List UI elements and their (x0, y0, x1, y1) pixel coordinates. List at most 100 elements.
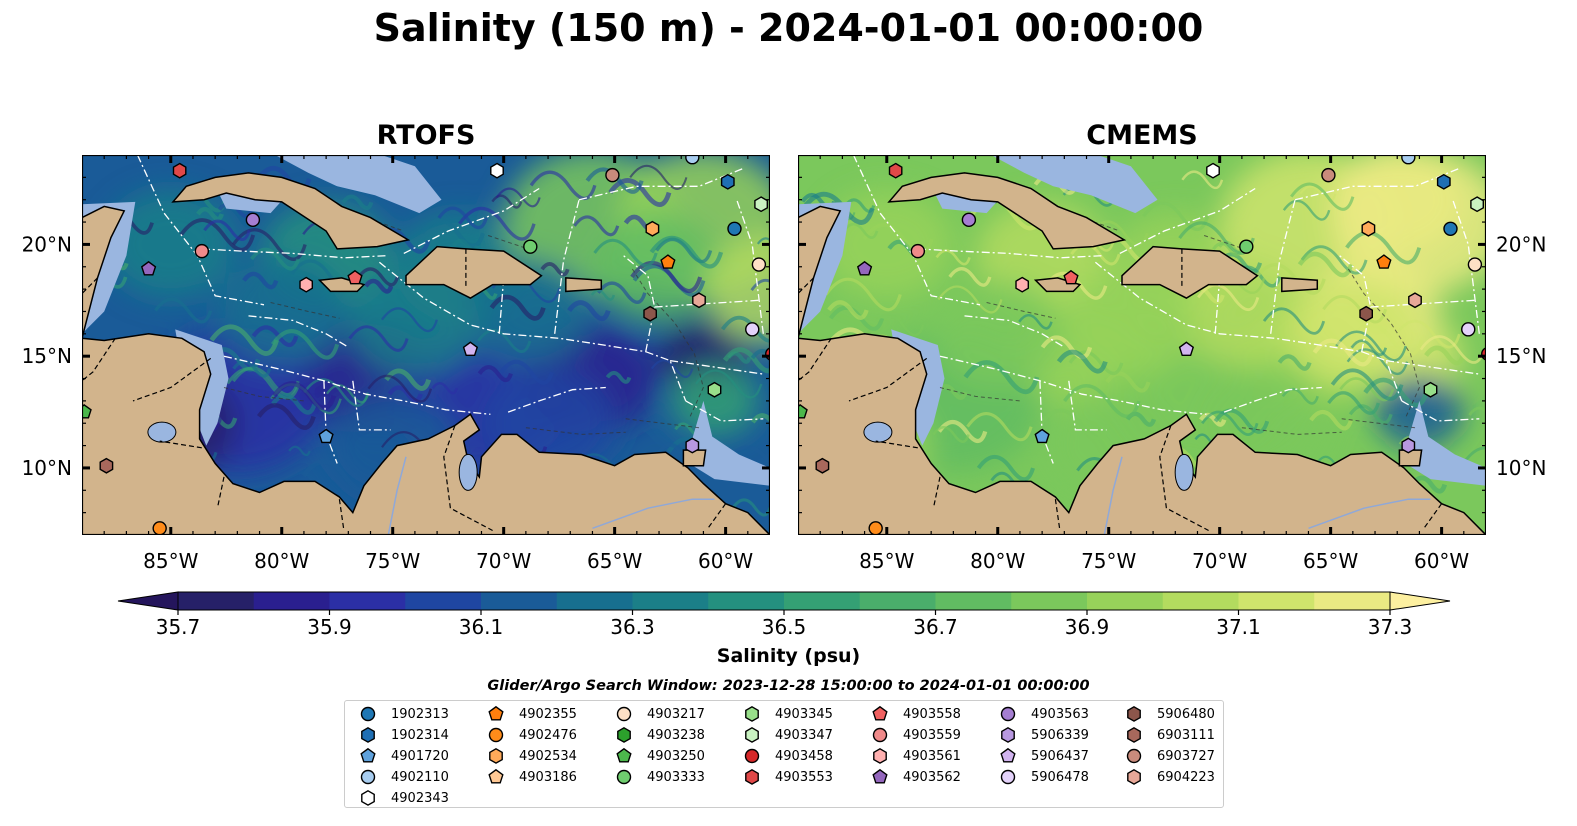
float-marker-4901720 (1034, 428, 1050, 444)
isobath-line (631, 268, 704, 417)
eez-boundary (403, 187, 540, 254)
float-marker-4902355 (1376, 254, 1392, 269)
legend-label: 6904223 (1157, 769, 1215, 785)
legend-marker-4903563 (1000, 706, 1016, 722)
eez-boundary (1214, 277, 1221, 334)
legend-label: 4902355 (519, 706, 577, 722)
cmems-map (798, 155, 1486, 535)
colorbar-segment (1087, 592, 1164, 610)
legend-item-4903333: 4903333 (613, 767, 705, 787)
colorbar-segment (405, 592, 482, 610)
eez-boundary (248, 315, 349, 348)
colorbar-tick-label: 36.9 (1065, 615, 1110, 639)
float-marker-6903111 (815, 457, 830, 474)
colorbar-segment (1238, 592, 1315, 610)
panel-title-rtofs: RTOFS (376, 120, 476, 151)
lat-tick-label-right: 10°N (1496, 456, 1546, 480)
legend-label: 4903250 (647, 748, 705, 764)
legend-item-4903553: 4903553 (741, 767, 833, 787)
legend-label: 4903347 (775, 727, 833, 743)
eez-boundary (1223, 386, 1322, 413)
colorbar-label: Salinity (psu) (716, 645, 861, 667)
eez-boundary (1068, 380, 1107, 431)
colorbar-segment (178, 592, 255, 610)
colorbar-tick-label: 36.3 (610, 615, 655, 639)
isobath-line (1203, 235, 1251, 252)
legend-marker-4902534 (489, 747, 503, 764)
eez-boundary (685, 400, 764, 422)
eez-boundary (917, 248, 1105, 259)
legend-item-4902355: 4902355 (485, 704, 577, 724)
lon-tick-label: 60°W (1414, 549, 1469, 573)
legend-marker-4903250 (616, 747, 632, 763)
eez-boundary (378, 261, 646, 353)
legend-marker-1902314 (361, 726, 375, 743)
country-border (159, 440, 202, 449)
land-mass (565, 277, 603, 293)
river (1308, 498, 1431, 530)
legend-label: 4903562 (903, 769, 961, 785)
isobath-line (270, 302, 340, 319)
lat-tick-label-left: 15°N (22, 344, 72, 368)
legend-item-4903563: 4903563 (997, 704, 1089, 724)
lat-tick-label-right: 20°N (1496, 232, 1546, 256)
legend-label: 4903553 (775, 769, 833, 785)
country-border (1159, 425, 1209, 532)
shelf-area (685, 400, 770, 486)
colorbar-tick-label: 37.1 (1216, 615, 1261, 639)
lon-tick-label: 80°W (970, 549, 1025, 573)
float-marker-4903561 (299, 276, 314, 293)
legend-marker-4903559 (872, 727, 888, 743)
legend-marker-4903345 (745, 705, 759, 722)
map-axis-labels: 85°W 80°W 75°W 70°W 65°W 60°W 85°W 80°W 75°W 70°W… (22, 232, 1547, 573)
float-marker-4903559 (910, 243, 926, 259)
legend-marker-4903458 (744, 748, 760, 764)
country-border (798, 337, 832, 382)
legend-marker-6903111 (1127, 726, 1141, 743)
legend-marker-4903186 (488, 768, 504, 784)
colorbar-segment (859, 592, 936, 610)
isobath-line (625, 418, 700, 429)
lon-tick-label: 85°W (859, 549, 914, 573)
legend-item-4903345: 4903345 (741, 704, 833, 724)
lake (458, 453, 478, 491)
legend-item-4903562: 4903562 (869, 767, 961, 787)
lat-tick-label-left: 10°N (22, 456, 72, 480)
land-mass (1121, 245, 1259, 299)
legend-item-4902534: 4902534 (485, 746, 577, 766)
float-marker-4903562 (140, 260, 157, 276)
eez-boundary (352, 380, 391, 431)
float-marker-5906478 (1461, 322, 1476, 337)
colorbar-segment (1314, 592, 1391, 610)
legend-label: 5906480 (1157, 706, 1215, 722)
legend-marker-4902476 (488, 727, 504, 743)
float-marker-4902110 (1401, 155, 1416, 165)
land-mass (887, 172, 1127, 250)
country-border (707, 503, 727, 529)
country-border (443, 425, 493, 532)
legend-item-6904223: 6904223 (1123, 767, 1215, 787)
float-marker-4903553 (172, 162, 187, 179)
float-marker-6903727 (605, 167, 620, 183)
lon-tick-label: 80°W (254, 549, 309, 573)
eez-boundary (1094, 261, 1362, 353)
legend-marker-4903561 (873, 747, 887, 764)
country-border (848, 357, 928, 402)
legend-item-4903558: 4903558 (869, 704, 961, 724)
legend-item-4903250: 4903250 (613, 746, 705, 766)
rtofs-map (82, 155, 770, 535)
legend-label: 4901720 (391, 748, 449, 764)
legend-marker-5906480 (1127, 705, 1141, 722)
legend-item-4903559: 4903559 (869, 725, 961, 745)
colorbar-segment (1162, 592, 1239, 610)
legend-label: 6903111 (1157, 727, 1215, 743)
float-marker-5906480 (643, 305, 657, 322)
float-marker-1902314 (1436, 173, 1451, 190)
float-marker-5906437 (1178, 341, 1195, 357)
float-marker-4903561 (1015, 276, 1030, 293)
legend-item-4903458: 4903458 (741, 746, 833, 766)
float-marker-4902534 (645, 220, 660, 237)
colorbar-extend-max (1389, 591, 1451, 611)
colorbar-tick-label: 36.5 (762, 615, 807, 639)
country-border (1423, 503, 1443, 529)
